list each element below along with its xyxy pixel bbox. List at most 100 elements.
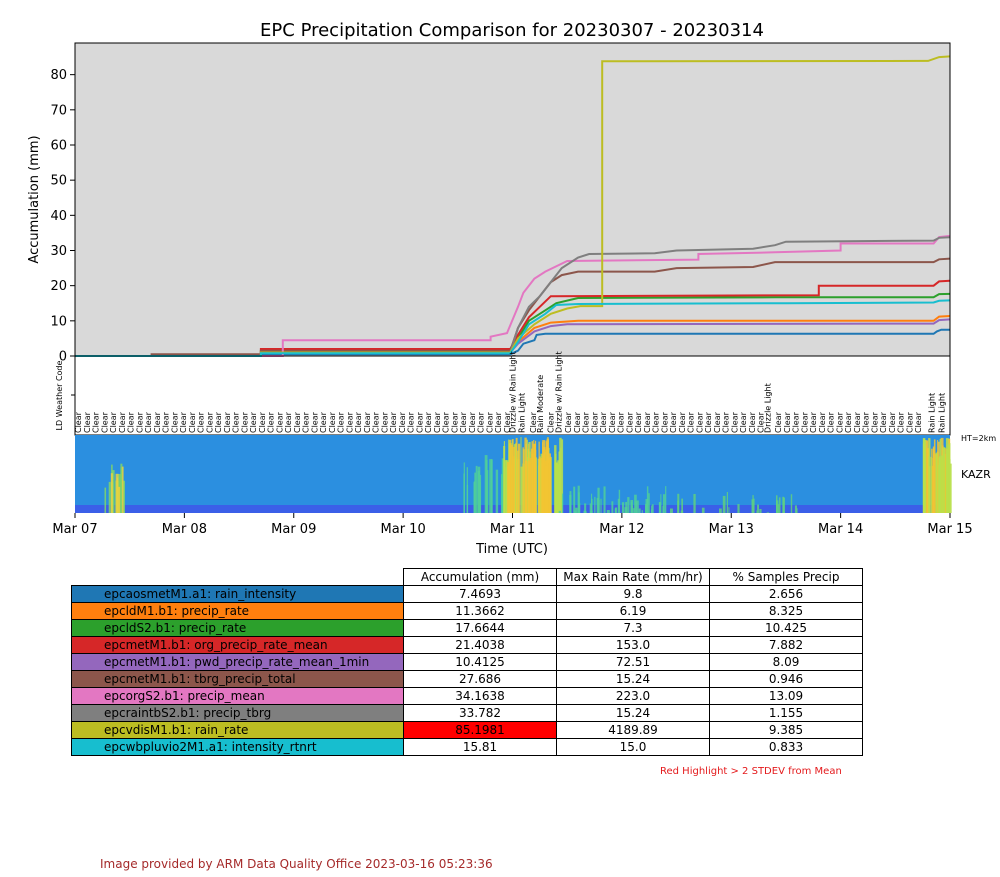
kazr-echo — [947, 444, 950, 513]
kazr-echo — [575, 507, 578, 513]
weather-clear-label: Clear — [354, 411, 363, 433]
table-cell-pct: 2.656 — [709, 585, 863, 603]
kazr-echo — [473, 481, 476, 513]
weather-clear-label: Clear — [389, 411, 398, 433]
kazr-echo — [475, 465, 478, 513]
kazr-echo — [938, 456, 941, 513]
x-tick-label-4: Mar 11 — [490, 522, 535, 537]
weather-clear-label: Clear — [153, 411, 162, 433]
weather-clear-label: Clear — [827, 411, 836, 433]
weather-clear-label: Clear — [905, 411, 914, 433]
y-tick-label-6: 60 — [50, 138, 67, 153]
x-tick-label-6: Mar 13 — [709, 522, 754, 537]
weather-clear-label: Clear — [109, 411, 118, 433]
kazr-echo — [670, 508, 673, 513]
weather-clear-label: Clear — [669, 411, 678, 433]
image-credit: Image provided by ARM Data Quality Offic… — [100, 857, 493, 871]
weather-clear-label: Clear — [617, 411, 626, 433]
weather-clear-label: Clear — [687, 411, 696, 433]
kazr-echo — [121, 466, 124, 513]
table-cell-pct: 7.882 — [709, 636, 863, 654]
table-cell-acc: 10.4125 — [403, 653, 557, 671]
series-layer — [75, 55, 951, 357]
table-cell-pct: 8.325 — [709, 602, 863, 620]
kazr-echo — [549, 458, 552, 513]
weather-clear-label: Clear — [205, 411, 214, 433]
weather-clear-label: Clear — [275, 411, 284, 433]
kazr-echo — [926, 451, 929, 513]
kazr-echo — [677, 493, 680, 513]
weather-clear-label: Clear — [564, 411, 573, 433]
weather-clear-label: Clear — [783, 411, 792, 433]
weather-clear-label: Clear — [127, 411, 136, 433]
kazr-echo — [938, 464, 940, 513]
table-cell-acc: 27.686 — [403, 670, 557, 688]
y-tick-label-2: 20 — [50, 279, 67, 294]
kazr-echo — [636, 500, 639, 513]
kazr-echo — [778, 497, 781, 513]
kazr-echo — [108, 481, 111, 513]
table-cell-acc: 21.4038 — [403, 636, 557, 654]
kazr-echo — [928, 438, 931, 513]
kazr-echo — [514, 444, 517, 513]
kazr-echo — [561, 439, 564, 513]
weather-clear-label: Clear — [433, 411, 442, 433]
kazr-echo — [603, 486, 606, 513]
table-row: epcldM1.b1: precip_rate 11.3662 6.19 8.325 — [71, 602, 863, 620]
kazr-echo — [631, 505, 633, 513]
y-tick-label-0: 0 — [59, 350, 67, 365]
kazr-echo — [512, 439, 514, 513]
weather-clear-label: Clear — [879, 411, 888, 433]
table-row: epcaosmetM1.a1: rain_intensity 7.4693 9.8 2… — [71, 585, 863, 603]
table-row: epcmetM1.b1: tbrg_precip_total 27.686 15.2… — [71, 670, 863, 688]
series-line-3 — [75, 279, 951, 357]
weather-clear-label: Clear — [809, 411, 818, 433]
table-cell-acc: 85.1981 — [403, 721, 557, 739]
kazr-height-label: HT=2km — [961, 434, 996, 443]
table-row-name: epcldM1.b1: precip_rate — [71, 602, 404, 620]
kazr-echo — [518, 443, 521, 513]
kazr-echo — [625, 502, 628, 513]
weather-clear-label: Clear — [529, 411, 538, 433]
kazr-echo — [577, 492, 580, 513]
table-row: epcmetM1.b1: org_precip_rate_mean 21.4038… — [71, 636, 863, 654]
table-row: epcmetM1.b1: pwd_precip_rate_mean_1min 10… — [71, 653, 863, 671]
weather-clear-label: Clear — [214, 411, 223, 433]
weather-clear-label: Clear — [897, 411, 906, 433]
weather-clear-label: Clear — [643, 411, 652, 433]
kazr-echo — [614, 508, 617, 513]
weather-clear-label: Clear — [407, 411, 416, 433]
kazr-echo — [757, 504, 759, 513]
kazr-echo — [507, 466, 509, 513]
statistics-table: Accumulation (mm) Max Rain Rate (mm/hr)% … — [71, 568, 863, 756]
weather-clear-label: Clear — [319, 411, 328, 433]
weather-clear-label: Clear — [442, 411, 451, 433]
weather-clear-label: Clear — [774, 411, 783, 433]
kazr-echo — [635, 501, 637, 513]
kazr-echo — [546, 462, 549, 513]
weather-code-label-2: Rain Moderate — [536, 375, 545, 433]
kazr-echo — [728, 507, 730, 513]
kazr-echo — [120, 463, 123, 513]
series-line-9 — [75, 299, 951, 357]
table-cell-pct: 0.833 — [709, 738, 863, 756]
weather-clear-label: Clear — [625, 411, 634, 433]
table-cell-acc: 34.1638 — [403, 687, 557, 705]
weather-code-ylabel: LD Weather Code — [55, 360, 64, 430]
table-row-name: epcldS2.b1: precip_rate — [71, 619, 404, 637]
weather-clear-label: Clear — [363, 411, 372, 433]
table-row-name: epcvdisM1.b1: rain_rate — [71, 721, 404, 739]
table-cell-max: 4189.89 — [556, 721, 710, 739]
kazr-echo — [665, 486, 667, 513]
weather-clear-label: Clear — [424, 411, 433, 433]
kazr-echo — [794, 505, 797, 513]
kazr-echo — [928, 456, 930, 513]
weather-clear-label: Clear — [748, 411, 757, 433]
weather-clear-label: Clear — [249, 411, 258, 433]
weather-code-labels: Clear Clear Clear Clear Clear Clear Clear Clear… — [71, 351, 946, 433]
y-tick-label-3: 30 — [50, 244, 67, 259]
kazr-echo — [633, 508, 635, 513]
kazr-echo — [658, 502, 662, 513]
kazr-echo — [756, 510, 758, 513]
weather-clear-label: Clear — [573, 411, 582, 433]
